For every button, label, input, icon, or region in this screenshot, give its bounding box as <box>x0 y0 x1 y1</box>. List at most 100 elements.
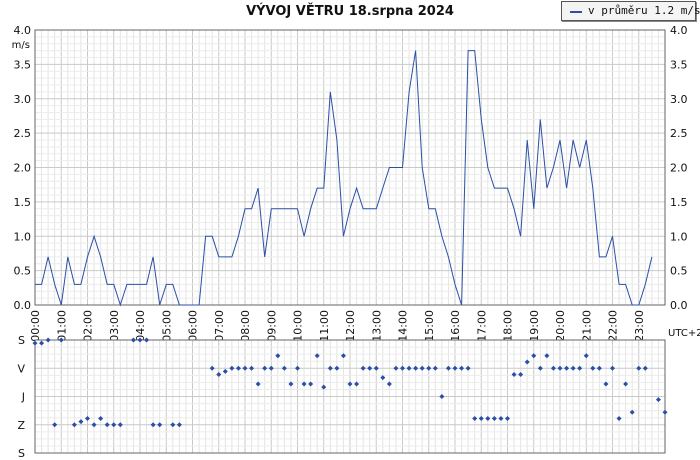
speed-ytick-left: 1.5 <box>14 196 32 209</box>
wind-speed-series-line <box>35 50 653 307</box>
speed-ytick-left: 4.0 <box>14 24 32 37</box>
direction-ytick-label: Z <box>17 419 25 432</box>
wind-direction-point <box>71 422 77 428</box>
direction-ytick-label: V <box>17 362 25 375</box>
wind-direction-point <box>314 353 320 359</box>
time-tick-label: 05:00 <box>160 310 173 342</box>
wind-direction-point <box>564 365 570 371</box>
legend-line-swatch <box>570 11 582 13</box>
wind-direction-point <box>400 365 405 371</box>
time-tick-label: 02:00 <box>82 310 95 342</box>
time-tick-label: 07:00 <box>213 310 226 342</box>
wind-direction-point <box>386 381 392 387</box>
wind-direction-point <box>104 422 110 428</box>
speed-plot-frame <box>34 29 666 306</box>
wind-direction-point <box>242 365 248 371</box>
wind-direction-point <box>505 415 510 421</box>
speed-ytick-left: 1.0 <box>14 230 32 243</box>
wind-direction-point <box>491 415 497 421</box>
wind-direction-point <box>327 365 333 371</box>
wind-direction-point <box>255 381 261 387</box>
direction-ytick-label: S <box>18 334 25 347</box>
time-tick-label: 15:00 <box>423 310 436 342</box>
wind-direction-point <box>137 337 143 343</box>
wind-direction-point <box>636 365 642 371</box>
speed-ytick-left: 3.0 <box>14 93 32 106</box>
wind-direction-point <box>629 409 635 415</box>
time-tick-label: 21:00 <box>580 310 593 342</box>
wind-direction-point <box>531 353 537 359</box>
time-tick-label: 08:00 <box>239 310 252 342</box>
wind-direction-point <box>111 422 117 428</box>
time-tick-label: 17:00 <box>475 310 488 342</box>
time-tick-label: 22:00 <box>607 310 620 342</box>
wind-direction-point <box>321 384 327 390</box>
wind-direction-point <box>281 365 287 371</box>
wind-direction-point <box>144 337 150 343</box>
time-tick-label: 03:00 <box>108 310 121 342</box>
wind-direction-point <box>85 415 90 421</box>
wind-direction-point <box>288 381 294 387</box>
wind-direction-point <box>222 368 228 374</box>
time-tick-label: 23:00 <box>633 310 646 342</box>
wind-direction-point <box>367 365 373 371</box>
wind-direction-point <box>485 415 491 421</box>
wind-direction-point <box>229 365 235 371</box>
wind-direction-point <box>301 381 307 387</box>
wind-direction-point <box>39 340 45 346</box>
wind-direction-point <box>419 365 425 371</box>
wind-direction-point <box>130 337 136 343</box>
wind-direction-point <box>511 372 517 378</box>
wind-direction-point <box>360 365 366 371</box>
wind-direction-point <box>393 365 399 371</box>
time-tick-label: 06:00 <box>187 310 200 342</box>
wind-direction-point <box>524 359 530 365</box>
wind-direction-point <box>537 365 543 371</box>
wind-direction-point <box>157 422 163 428</box>
wind-direction-point <box>262 365 268 371</box>
direction-plot-frame <box>34 339 666 454</box>
time-tick-label: 09:00 <box>265 310 278 342</box>
wind-direction-point <box>373 365 379 371</box>
wind-direction-point <box>623 381 629 387</box>
speed-ytick-left: 0.0 <box>14 299 32 312</box>
speed-ytick-right: 0.0 <box>670 299 688 312</box>
wind-direction-point <box>268 365 274 371</box>
wind-direction-point <box>52 422 58 428</box>
wind-direction-point <box>583 353 589 359</box>
wind-direction-point <box>295 365 300 371</box>
time-tick-label: 19:00 <box>528 310 541 342</box>
speed-ytick-right: 1.5 <box>670 196 688 209</box>
speed-ytick-left: 2.5 <box>14 127 32 140</box>
wind-direction-point <box>642 365 648 371</box>
wind-direction-point <box>550 365 556 371</box>
wind-direction-point <box>32 340 38 346</box>
chart-legend: v průměru 1.2 m/s <box>561 1 700 21</box>
wind-direction-point <box>334 365 340 371</box>
time-tick-label: 20:00 <box>554 310 567 342</box>
speed-ytick-right: 3.5 <box>670 58 688 71</box>
wind-direction-point <box>98 415 104 421</box>
time-tick-label: 14:00 <box>397 310 410 342</box>
time-tick-label: 18:00 <box>502 310 515 342</box>
wind-direction-point <box>603 381 609 387</box>
wind-direction-point <box>570 365 576 371</box>
speed-ytick-right: 2.5 <box>670 127 688 140</box>
wind-direction-point <box>308 381 314 387</box>
direction-ytick-label: J <box>21 391 25 404</box>
wind-direction-point <box>590 365 596 371</box>
wind-direction-point <box>498 415 504 421</box>
wind-speed-plot: 0.0 0.0 0.5 0.5 1.0 1.0 1.5 1.5 2.0 2.0 2.5 2.5 3.0 3… <box>12 24 700 342</box>
wind-direction-point <box>459 365 465 371</box>
wind-direction-point <box>347 381 353 387</box>
speed-ytick-right: 4.0 <box>670 24 688 37</box>
wind-direction-point <box>655 397 661 403</box>
wind-direction-point <box>426 365 432 371</box>
wind-direction-point <box>91 422 97 428</box>
wind-direction-point <box>275 353 281 359</box>
wind-direction-point <box>610 365 615 371</box>
wind-direction-point <box>596 365 602 371</box>
wind-direction-point <box>577 365 583 371</box>
wind-direction-point <box>170 422 176 428</box>
